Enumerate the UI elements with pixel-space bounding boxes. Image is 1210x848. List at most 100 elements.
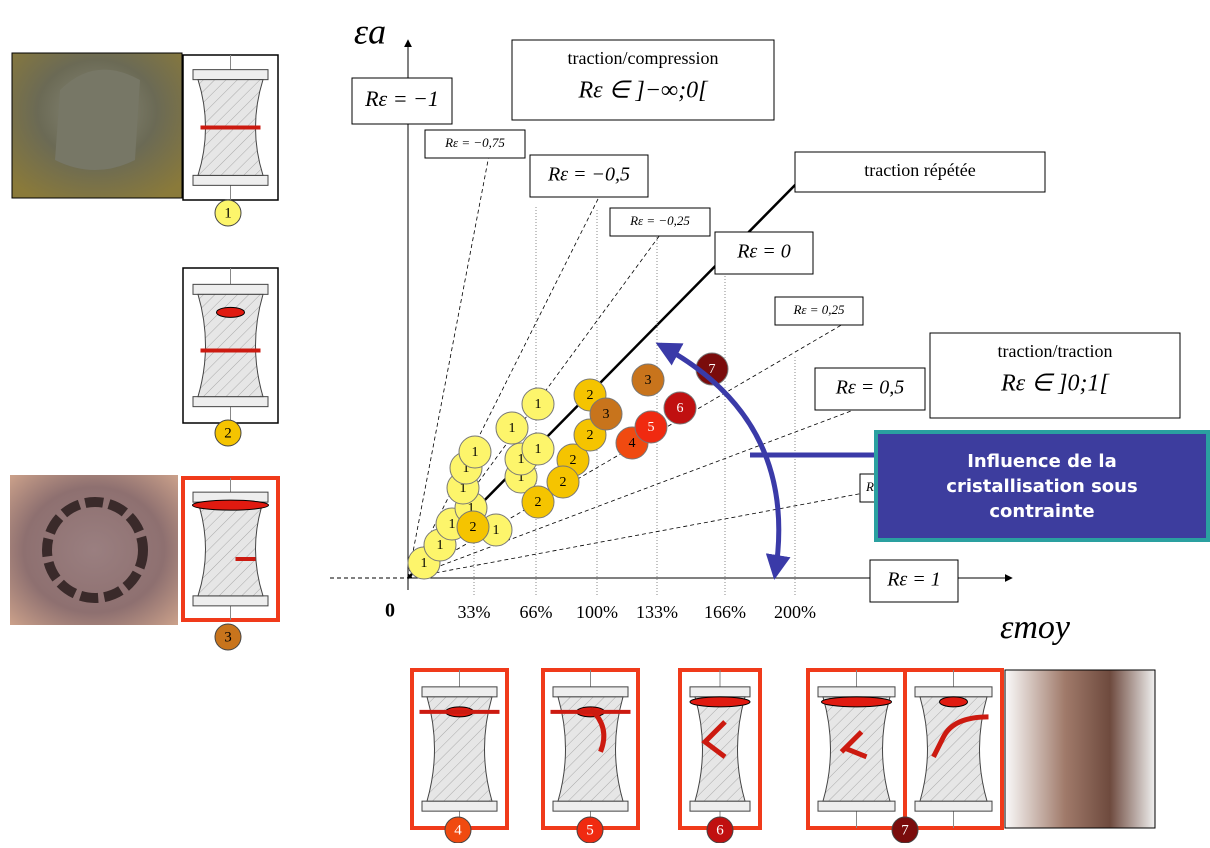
influence-arrow <box>655 342 791 580</box>
specimen-plate <box>192 595 269 607</box>
point-label: 2 <box>535 495 542 510</box>
point-label: 1 <box>535 397 542 412</box>
point-label: 2 <box>560 475 567 490</box>
region-box <box>511 39 775 121</box>
ratio-box <box>424 129 526 159</box>
specimen-plate <box>689 800 751 812</box>
ratio-label: Rε = −0,5 <box>547 164 630 186</box>
callout-box <box>874 430 1210 542</box>
region-range: Rε ∈ ]−∞;0[ <box>578 78 710 104</box>
point <box>546 465 580 499</box>
region-title: traction/traction <box>998 341 1113 361</box>
point-label: 1 <box>437 538 444 553</box>
point-label: 1 <box>493 523 500 538</box>
specimen-number-label: 4 <box>454 822 462 838</box>
specimen-plate <box>192 69 269 81</box>
point <box>495 411 529 445</box>
photo-detail <box>55 69 140 170</box>
x-tick-label: 133% <box>636 602 678 622</box>
specimen-body <box>694 696 746 802</box>
specimen-body <box>557 696 624 802</box>
specimen-plate <box>552 800 629 812</box>
point-label: 1 <box>468 501 475 516</box>
point <box>458 435 492 469</box>
ratio-line <box>407 384 921 579</box>
specimen-number <box>214 199 242 227</box>
specimen-plate <box>552 686 629 698</box>
specimen-number-label: 2 <box>224 425 232 441</box>
point <box>521 432 555 466</box>
ratio-label: Rε = −0,75 <box>444 135 505 150</box>
specimen-plate <box>192 283 269 295</box>
specimen-number-label: 3 <box>224 629 232 645</box>
specimen-body <box>197 293 264 398</box>
specimen-plate <box>421 686 498 698</box>
damage <box>216 306 245 318</box>
point-label: 3 <box>645 373 652 388</box>
specimen-number-label: 7 <box>901 822 909 838</box>
specimen-body <box>426 696 493 802</box>
point <box>456 510 490 544</box>
specimen-body <box>197 501 264 597</box>
specimen-plate <box>817 800 896 812</box>
point <box>589 397 623 431</box>
point-label: 2 <box>470 520 477 535</box>
specimen-plate <box>914 800 993 812</box>
ratio-label: R <box>865 479 874 494</box>
damage <box>689 696 751 708</box>
line-label-box <box>794 151 1046 193</box>
point-label: 1 <box>421 556 428 571</box>
damage <box>701 720 727 759</box>
ratio-label: Rε = 1 <box>886 569 941 591</box>
specimen-plate <box>192 174 269 186</box>
specimen-plate <box>192 396 269 408</box>
x-tick-label: 100% <box>576 602 618 622</box>
damage <box>839 730 868 760</box>
specimen-number-label: 6 <box>716 822 724 838</box>
ratio-box <box>529 154 649 198</box>
damage <box>588 707 607 753</box>
point-label: 1 <box>518 452 525 467</box>
specimen-plate <box>689 686 751 698</box>
ratio-box <box>351 77 453 125</box>
specimen-plate <box>914 686 993 698</box>
point-label: 2 <box>587 388 594 403</box>
line-label: traction répétée <box>864 160 975 180</box>
ratio-box <box>869 559 959 603</box>
ratio-label: Rε = −0,25 <box>629 213 690 228</box>
point-label: 2 <box>570 453 577 468</box>
specimen-number-label: 5 <box>586 822 594 838</box>
callout-text: Influence de la cristallisation sous contr… <box>946 451 1137 522</box>
ratio-box <box>714 231 814 275</box>
x-axis-label: εmoy <box>1000 609 1071 646</box>
y-axis-label: εa <box>354 11 386 51</box>
ratio-label: Rε = −1 <box>364 86 439 111</box>
point-label: 2 <box>587 428 594 443</box>
point-label: 1 <box>509 421 516 436</box>
damage <box>939 696 968 708</box>
ratio-label: Rε = 0,5 <box>835 377 905 399</box>
ratio-line <box>407 149 491 579</box>
specimen-plate <box>421 800 498 812</box>
region-range: Rε ∈ ]0;1[ <box>1000 371 1110 397</box>
point-label: 1 <box>535 442 542 457</box>
photo-detail <box>42 497 148 603</box>
point-label: 1 <box>460 481 467 496</box>
specimen-number <box>214 419 242 447</box>
specimen-plate <box>817 686 896 698</box>
x-tick-label: 166% <box>704 602 746 622</box>
origin-label: 0 <box>385 600 395 622</box>
ratio-label: Rε = 0 <box>736 241 791 263</box>
point <box>521 485 555 519</box>
x-tick-label: 33% <box>458 602 491 622</box>
region-title: traction/compression <box>568 48 719 68</box>
x-tick-label: 200% <box>774 602 816 622</box>
point-label: 6 <box>677 401 684 416</box>
region-box <box>929 332 1181 419</box>
point-label: 5 <box>648 420 655 435</box>
damage <box>821 696 892 708</box>
specimen-number <box>214 623 242 651</box>
point-label: 4 <box>629 436 636 451</box>
ratio-label: Rε = 0,25 <box>792 302 845 317</box>
